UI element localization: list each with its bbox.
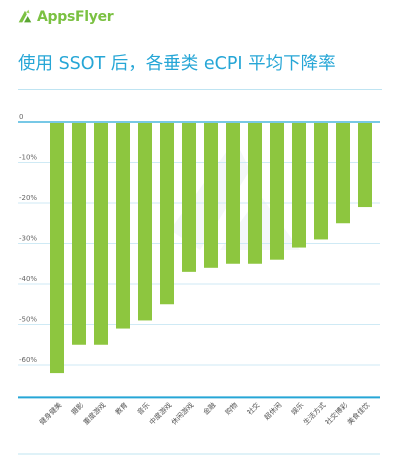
bar [248,123,262,264]
bar [94,123,108,345]
y-tick-label: -20% [19,194,37,202]
x-tick-label: 摄影 [69,400,85,416]
x-tick-label: 生活方式 [301,400,327,426]
x-tick-label: 重度游戏 [81,400,107,426]
chart-title: 使用 SSOT 后，各垂类 eCPI 平均下降率 [18,54,336,74]
x-tick-label: 中度游戏 [147,400,173,426]
bar [204,123,218,268]
x-tick-label: 超休闲 [262,400,283,421]
bar [160,123,174,305]
x-tick-label: 休闲游戏 [169,400,195,426]
y-tick-label: -40% [19,275,37,283]
bar [138,123,152,321]
x-tick-label: 美食佳饮 [345,400,371,426]
appsflyer-logo-icon [18,9,32,23]
y-tick-label: -60% [19,356,37,364]
x-tick-label: 教育 [113,400,129,416]
bar [226,123,240,264]
bar [336,123,350,224]
bar [182,123,196,272]
y-tick-label: -10% [19,154,37,162]
bar [50,123,64,374]
x-tick-label: 金融 [201,400,217,416]
x-tick-label: 娱乐 [289,400,305,416]
x-tick-label: 购物 [223,400,239,416]
appsflyer-logo: AppsFlyer [16,8,114,26]
brand-name: AppsFlyer [37,9,114,25]
x-tick-label: 音乐 [135,400,151,416]
title-divider [18,89,382,90]
bar [72,123,86,345]
x-tick-label: 社交博彩 [323,400,349,426]
bar [314,123,328,240]
watermark-logo [170,140,300,250]
x-tick-label: 健身健美 [37,400,63,426]
y-tick-label: 0 [19,113,23,121]
bar [358,123,372,208]
y-tick-label: -50% [19,316,37,324]
y-tick-label: -30% [19,235,37,243]
bar [292,123,306,248]
x-tick-label: 社交 [245,400,261,416]
bar [116,123,130,329]
bar [270,123,284,260]
